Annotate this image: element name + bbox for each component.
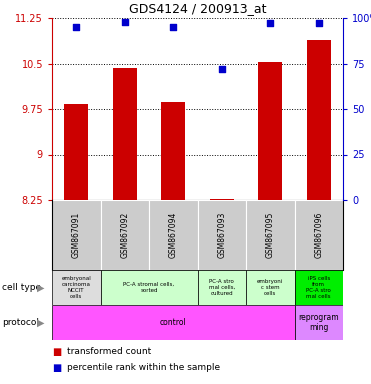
Bar bbox=[306, 40, 331, 200]
Text: iPS cells
from
PC-A stro
mal cells: iPS cells from PC-A stro mal cells bbox=[306, 276, 331, 299]
Bar bbox=[295, 305, 343, 340]
Bar bbox=[161, 102, 186, 200]
Text: GSM867095: GSM867095 bbox=[266, 212, 275, 258]
Bar bbox=[246, 200, 295, 270]
Bar bbox=[113, 68, 137, 200]
Bar bbox=[258, 62, 282, 200]
Bar bbox=[295, 200, 343, 270]
Bar bbox=[295, 270, 343, 305]
Text: ■: ■ bbox=[52, 347, 61, 357]
Text: PC-A stromal cells,
sorted: PC-A stromal cells, sorted bbox=[124, 282, 175, 293]
Text: GSM867091: GSM867091 bbox=[72, 212, 81, 258]
Text: GSM867094: GSM867094 bbox=[169, 212, 178, 258]
Text: ■: ■ bbox=[52, 363, 61, 373]
Text: control: control bbox=[160, 318, 187, 327]
Text: ▶: ▶ bbox=[37, 283, 45, 293]
Text: reprogram
ming: reprogram ming bbox=[298, 313, 339, 332]
Text: transformed count: transformed count bbox=[67, 348, 151, 356]
Bar bbox=[52, 270, 101, 305]
Bar bbox=[52, 305, 295, 340]
Text: percentile rank within the sample: percentile rank within the sample bbox=[67, 364, 220, 372]
Text: GSM867096: GSM867096 bbox=[314, 212, 323, 258]
Bar bbox=[246, 270, 295, 305]
Bar bbox=[197, 270, 246, 305]
Point bbox=[219, 66, 225, 72]
Bar bbox=[149, 200, 197, 270]
Text: GSM867093: GSM867093 bbox=[217, 212, 226, 258]
Bar bbox=[197, 200, 246, 270]
Point bbox=[267, 20, 273, 26]
Point bbox=[316, 20, 322, 26]
Bar bbox=[52, 200, 101, 270]
Point bbox=[170, 24, 176, 30]
Text: protocol: protocol bbox=[2, 318, 39, 327]
Text: embryoni
c stem
cells: embryoni c stem cells bbox=[257, 279, 283, 296]
Bar bbox=[64, 104, 88, 200]
Text: embryonal
carcinoma
NCCIT
cells: embryonal carcinoma NCCIT cells bbox=[61, 276, 91, 299]
Text: GSM867092: GSM867092 bbox=[120, 212, 129, 258]
Bar bbox=[101, 270, 197, 305]
Bar bbox=[101, 200, 149, 270]
Text: cell type: cell type bbox=[2, 283, 41, 292]
Point bbox=[122, 18, 128, 25]
Title: GDS4124 / 200913_at: GDS4124 / 200913_at bbox=[129, 2, 266, 15]
Text: ▶: ▶ bbox=[37, 318, 45, 328]
Point bbox=[73, 24, 79, 30]
Text: PC-A stro
mal cells,
cultured: PC-A stro mal cells, cultured bbox=[209, 279, 235, 296]
Bar bbox=[210, 199, 234, 200]
